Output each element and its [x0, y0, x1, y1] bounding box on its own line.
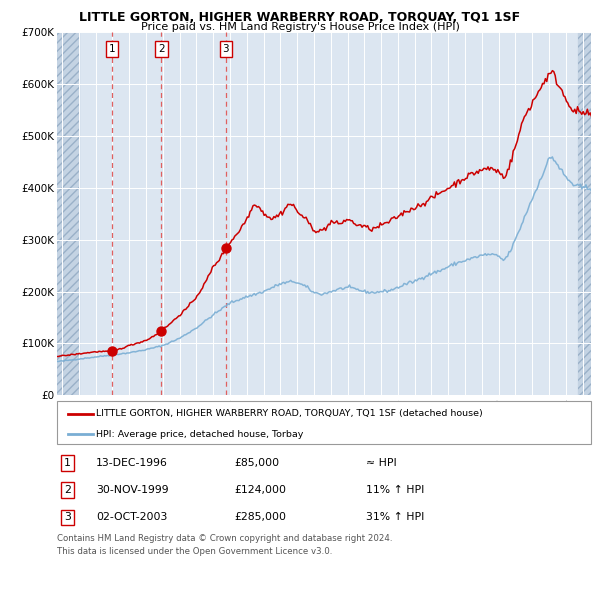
Text: LITTLE GORTON, HIGHER WARBERRY ROAD, TORQUAY, TQ1 1SF (detached house): LITTLE GORTON, HIGHER WARBERRY ROAD, TOR…	[96, 409, 483, 418]
Text: 11% ↑ HPI: 11% ↑ HPI	[366, 486, 424, 495]
Text: ≈ HPI: ≈ HPI	[366, 458, 397, 468]
Text: HPI: Average price, detached house, Torbay: HPI: Average price, detached house, Torb…	[96, 430, 304, 439]
Text: LITTLE GORTON, HIGHER WARBERRY ROAD, TORQUAY, TQ1 1SF: LITTLE GORTON, HIGHER WARBERRY ROAD, TOR…	[79, 11, 521, 24]
Text: Price paid vs. HM Land Registry's House Price Index (HPI): Price paid vs. HM Land Registry's House …	[140, 22, 460, 32]
Text: 13-DEC-1996: 13-DEC-1996	[96, 458, 168, 468]
Text: 1: 1	[64, 458, 71, 468]
Text: 30-NOV-1999: 30-NOV-1999	[96, 486, 169, 495]
Text: 3: 3	[64, 513, 71, 522]
Text: £285,000: £285,000	[234, 513, 286, 522]
Text: £85,000: £85,000	[234, 458, 279, 468]
Bar	[578, 32, 591, 395]
Text: This data is licensed under the Open Government Licence v3.0.: This data is licensed under the Open Gov…	[57, 547, 332, 556]
Text: 02-OCT-2003: 02-OCT-2003	[96, 513, 167, 522]
Bar	[57, 32, 79, 395]
Text: £124,000: £124,000	[234, 486, 286, 495]
Text: 2: 2	[64, 486, 71, 495]
Text: 1: 1	[109, 44, 115, 54]
Text: 31% ↑ HPI: 31% ↑ HPI	[366, 513, 424, 522]
Text: 3: 3	[223, 44, 229, 54]
Bar	[57, 32, 79, 395]
Text: Contains HM Land Registry data © Crown copyright and database right 2024.: Contains HM Land Registry data © Crown c…	[57, 534, 392, 543]
Text: 2: 2	[158, 44, 165, 54]
Bar	[578, 32, 591, 395]
